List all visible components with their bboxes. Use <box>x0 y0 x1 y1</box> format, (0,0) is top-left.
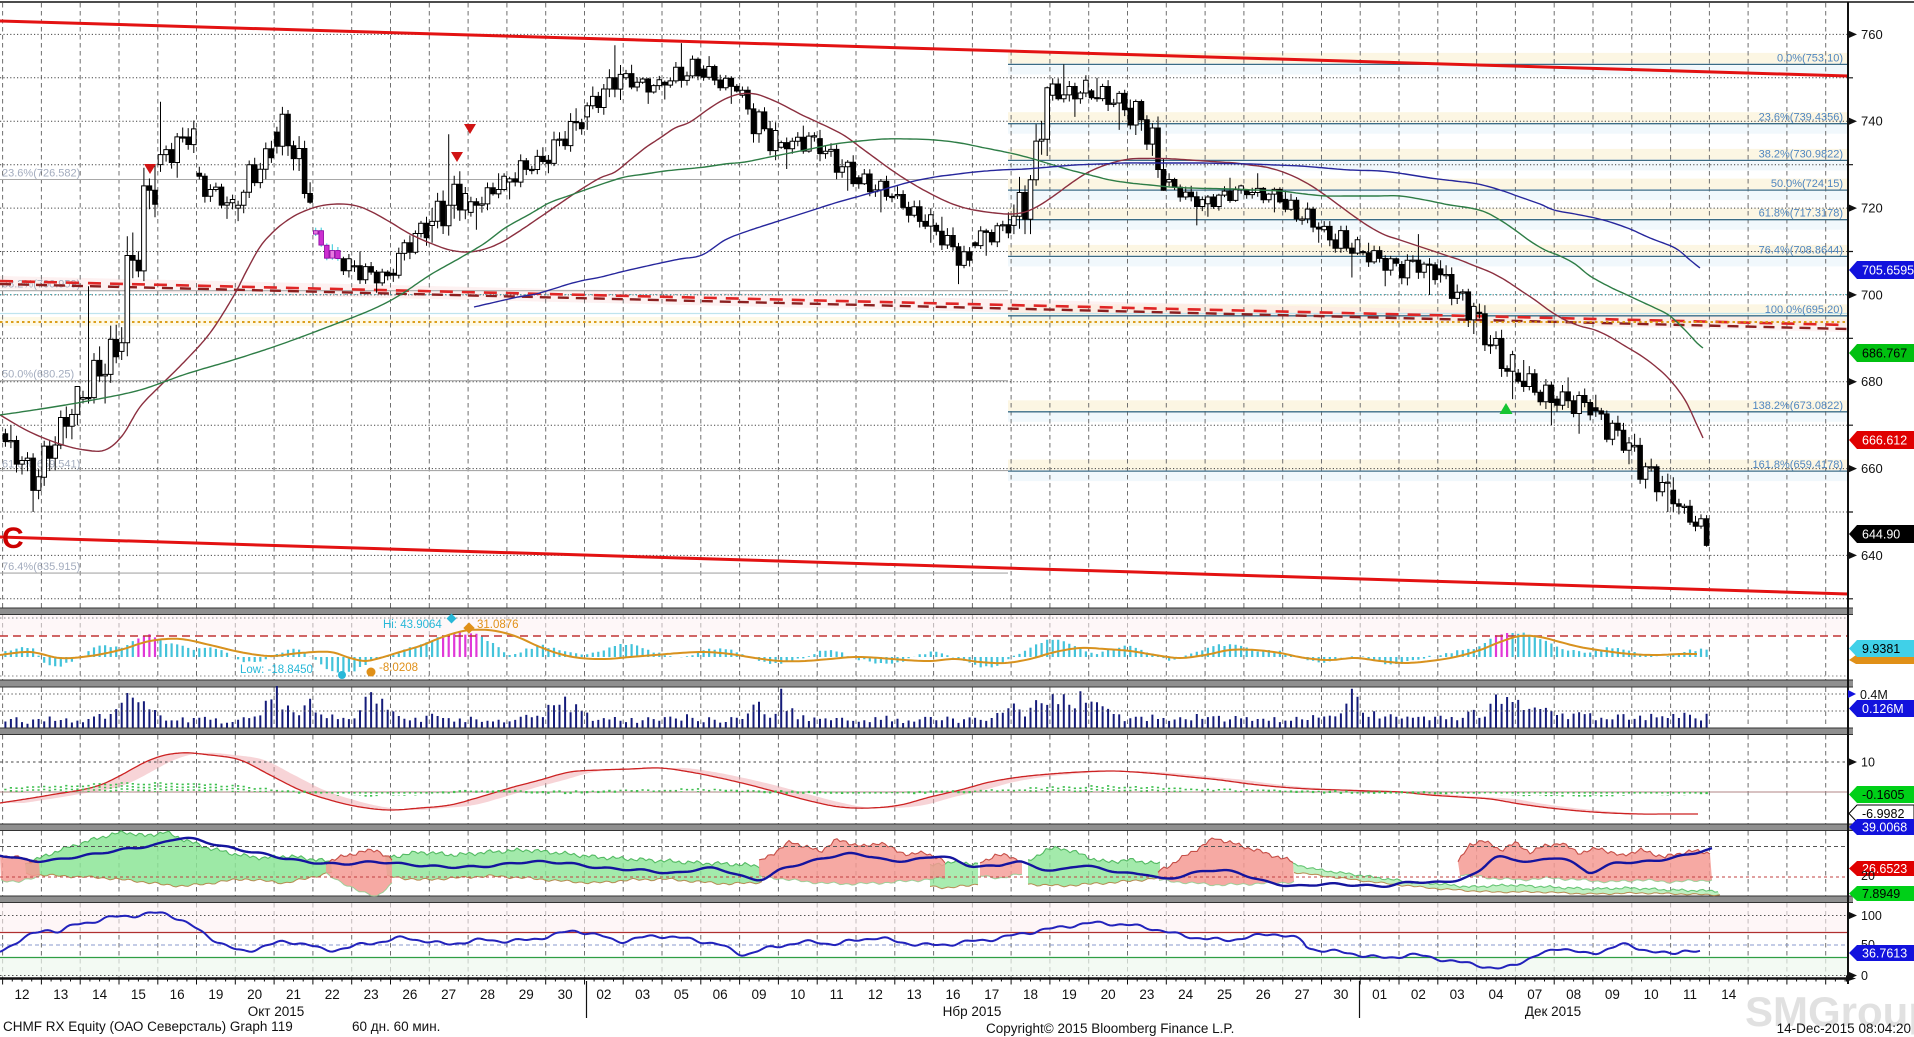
svg-text:Окт 2015: Окт 2015 <box>248 1004 305 1019</box>
svg-text:05: 05 <box>674 987 689 1002</box>
svg-text:26: 26 <box>1256 987 1271 1002</box>
svg-text:38.2%(730.9822): 38.2%(730.9822) <box>1759 148 1843 160</box>
svg-text:23: 23 <box>364 987 379 1002</box>
svg-text:0.126M: 0.126M <box>1862 702 1904 716</box>
svg-text:31.0876: 31.0876 <box>477 619 519 631</box>
svg-text:13: 13 <box>53 987 68 1002</box>
svg-text:640: 640 <box>1861 548 1883 563</box>
svg-text:23: 23 <box>1139 987 1154 1002</box>
svg-text:04: 04 <box>1488 987 1504 1002</box>
svg-text:Нбр 2015: Нбр 2015 <box>943 1004 1002 1019</box>
svg-text:-8.0208: -8.0208 <box>379 662 418 674</box>
svg-text:-0.1605: -0.1605 <box>1862 788 1904 802</box>
svg-text:76.4%(635.915): 76.4%(635.915) <box>2 561 80 573</box>
svg-text:14: 14 <box>92 987 108 1002</box>
svg-text:50.0%(724.15): 50.0%(724.15) <box>1771 178 1843 190</box>
svg-text:27: 27 <box>1295 987 1310 1002</box>
svg-text:Copyright© 2015 Bloomberg Fina: Copyright© 2015 Bloomberg Finance L.P. <box>986 1021 1234 1036</box>
svg-text:61.8%(717.3178): 61.8%(717.3178) <box>1759 208 1843 220</box>
svg-text:Дек 2015: Дек 2015 <box>1525 1004 1581 1019</box>
svg-text:19: 19 <box>1062 987 1077 1002</box>
svg-text:100: 100 <box>1861 909 1882 923</box>
svg-text:14: 14 <box>1721 987 1737 1002</box>
svg-text:20: 20 <box>1861 869 1875 883</box>
svg-text:50.0%(680.25): 50.0%(680.25) <box>2 369 74 381</box>
svg-text:06: 06 <box>713 987 728 1002</box>
svg-text:10: 10 <box>790 987 805 1002</box>
svg-text:11: 11 <box>1683 987 1697 1002</box>
svg-text:19: 19 <box>208 987 223 1002</box>
svg-text:23.6%(726.582): 23.6%(726.582) <box>2 168 80 180</box>
svg-text:20: 20 <box>1101 987 1116 1002</box>
svg-text:680: 680 <box>1861 374 1883 389</box>
svg-text:60 дн. 60 мин.: 60 дн. 60 мин. <box>352 1019 440 1034</box>
svg-text:23.6%(739.4356): 23.6%(739.4356) <box>1759 112 1843 124</box>
svg-text:100.0%(695.20): 100.0%(695.20) <box>1765 304 1843 316</box>
svg-text:09: 09 <box>751 987 766 1002</box>
svg-text:30: 30 <box>1333 987 1348 1002</box>
svg-text:660: 660 <box>1861 461 1883 476</box>
svg-text:0: 0 <box>1861 969 1868 983</box>
svg-text:29: 29 <box>519 987 534 1002</box>
svg-text:12: 12 <box>868 987 883 1002</box>
svg-text:30: 30 <box>558 987 573 1002</box>
svg-text:25: 25 <box>1217 987 1232 1002</box>
svg-text:03: 03 <box>635 987 650 1002</box>
svg-text:20: 20 <box>247 987 262 1002</box>
svg-text:12: 12 <box>14 987 29 1002</box>
svg-text:36.7613: 36.7613 <box>1862 947 1907 961</box>
svg-text:28: 28 <box>480 987 495 1002</box>
svg-text:13: 13 <box>907 987 922 1002</box>
svg-text:24: 24 <box>1178 987 1194 1002</box>
svg-text:08: 08 <box>1566 987 1581 1002</box>
svg-text:11: 11 <box>830 987 844 1002</box>
svg-text:17: 17 <box>984 987 999 1002</box>
svg-text:720: 720 <box>1861 201 1883 216</box>
svg-text:138.2%(673.0822): 138.2%(673.0822) <box>1752 400 1843 412</box>
svg-text:18: 18 <box>1023 987 1038 1002</box>
svg-text:10: 10 <box>1861 756 1875 770</box>
svg-text:740: 740 <box>1861 114 1883 129</box>
svg-text:686.767: 686.767 <box>1862 347 1907 361</box>
svg-text:0.4M: 0.4M <box>1860 688 1888 702</box>
svg-text:26: 26 <box>402 987 417 1002</box>
svg-text:10: 10 <box>1644 987 1659 1002</box>
svg-text:14-Dec-2015 08:04:20: 14-Dec-2015 08:04:20 <box>1777 1021 1911 1036</box>
svg-text:700: 700 <box>1861 287 1883 302</box>
svg-text:09: 09 <box>1605 987 1620 1002</box>
svg-text:26.6523: 26.6523 <box>1862 862 1907 876</box>
svg-text:705.6595: 705.6595 <box>1862 264 1914 278</box>
svg-text:-6.9982: -6.9982 <box>1862 807 1904 821</box>
svg-text:Hi: 43.9064: Hi: 43.9064 <box>383 619 442 631</box>
svg-text:16: 16 <box>945 987 960 1002</box>
svg-text:SMGroup: SMGroup <box>1745 988 1914 1035</box>
svg-text:161.8%(659.4178): 161.8%(659.4178) <box>1752 459 1843 471</box>
svg-text:9.9381: 9.9381 <box>1862 642 1900 656</box>
svg-text:03: 03 <box>1450 987 1465 1002</box>
svg-text:15: 15 <box>131 987 146 1002</box>
svg-text:Low: -18.8450: Low: -18.8450 <box>240 664 313 676</box>
svg-text:760: 760 <box>1861 27 1883 42</box>
svg-text:CHMF RX Equity (ОАО Северсталь: CHMF RX Equity (ОАО Северсталь) Graph 11… <box>3 1019 293 1034</box>
svg-text:01: 01 <box>1372 987 1387 1002</box>
svg-text:22: 22 <box>325 987 340 1002</box>
svg-text:39.0068: 39.0068 <box>1862 821 1907 835</box>
svg-text:644.90: 644.90 <box>1862 528 1900 542</box>
svg-text:02: 02 <box>1411 987 1426 1002</box>
svg-text:0.0%(753.10): 0.0%(753.10) <box>1777 52 1843 64</box>
svg-text:C: C <box>2 522 24 555</box>
svg-text:21: 21 <box>286 987 301 1002</box>
svg-text:02: 02 <box>596 987 611 1002</box>
svg-text:666.612: 666.612 <box>1862 434 1907 448</box>
svg-text:7.8949: 7.8949 <box>1862 887 1900 901</box>
svg-text:76.4%(708.8644): 76.4%(708.8644) <box>1759 244 1843 256</box>
svg-text:07: 07 <box>1527 987 1542 1002</box>
svg-text:16: 16 <box>170 987 185 1002</box>
svg-text:27: 27 <box>441 987 456 1002</box>
